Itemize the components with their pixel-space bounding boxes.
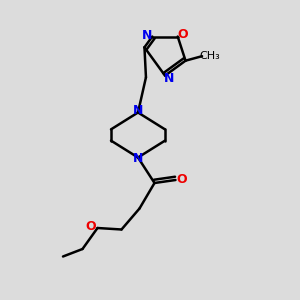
Text: O: O xyxy=(177,173,188,186)
Text: N: N xyxy=(142,28,152,41)
Text: CH₃: CH₃ xyxy=(200,51,220,61)
Text: O: O xyxy=(85,220,96,233)
Text: O: O xyxy=(178,28,188,40)
Text: N: N xyxy=(133,104,143,118)
Text: N: N xyxy=(133,152,143,166)
Text: N: N xyxy=(164,71,175,85)
